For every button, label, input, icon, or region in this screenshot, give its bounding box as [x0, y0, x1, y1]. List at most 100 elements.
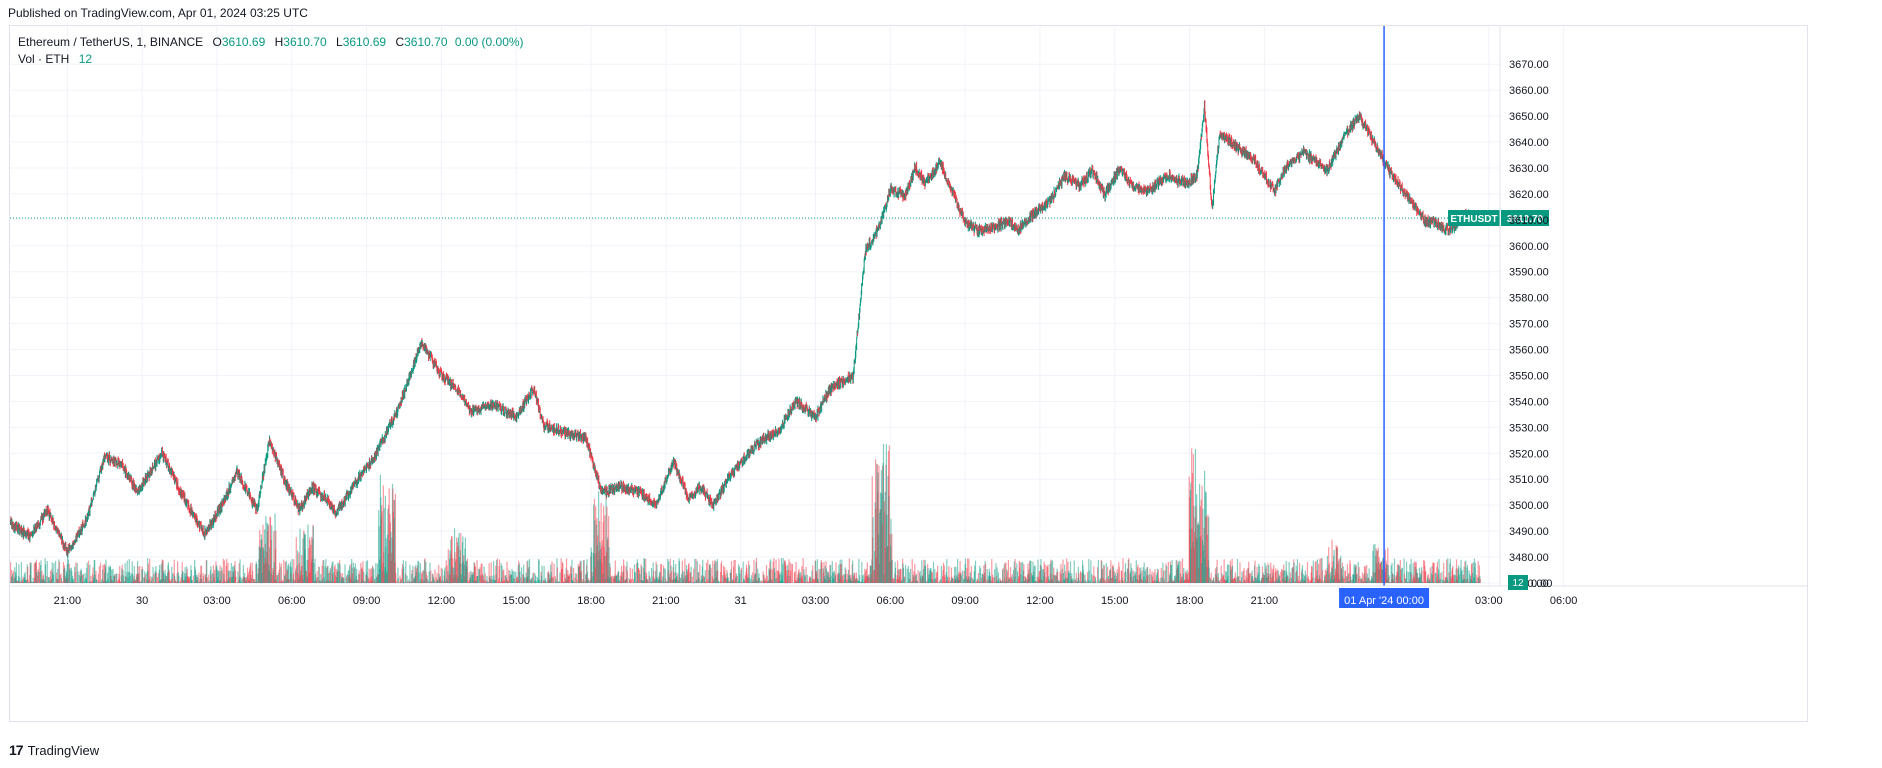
volume-bar — [409, 564, 411, 583]
volume-bar — [1155, 575, 1157, 583]
volume-bar — [358, 574, 361, 583]
volume-bar — [1356, 573, 1358, 583]
volume-bar — [151, 578, 153, 583]
volume-bar — [491, 575, 493, 583]
volume-bar — [1148, 574, 1150, 583]
volume-bar — [230, 563, 232, 583]
volume-bar — [914, 575, 916, 583]
volume-bar — [238, 563, 240, 583]
volume-bar — [206, 560, 208, 583]
volume-bar — [630, 578, 633, 583]
volume-bar — [1041, 569, 1044, 583]
volume-bar — [634, 572, 636, 583]
volume-bar — [406, 575, 408, 583]
volume-bar — [1011, 574, 1013, 583]
volume-bar — [125, 576, 127, 583]
volume-bar — [535, 575, 537, 583]
volume-bar — [660, 563, 663, 583]
volume-bar — [801, 566, 803, 583]
volume-bar — [947, 576, 949, 583]
volume-bar — [396, 580, 398, 583]
volume-bar — [1060, 563, 1062, 583]
volume-bar — [673, 560, 675, 583]
volume-bar — [737, 564, 740, 583]
volume-bar — [1137, 564, 1139, 583]
volume-bar — [1472, 562, 1474, 583]
price-chart[interactable]: ETHUSDT 3610.703470.003480.003490.003500.… — [10, 26, 1807, 721]
volume-bar — [750, 578, 752, 583]
volume-bar — [144, 571, 146, 583]
chart-pane[interactable]: ETHUSDT 3610.70 3470.00 3480.00 3490.00 3500.… — [9, 25, 1808, 722]
volume-bar — [196, 577, 199, 583]
volume-bar — [678, 561, 681, 583]
volume-bar — [184, 567, 186, 583]
candle-series[interactable] — [10, 100, 1481, 559]
volume-bar — [1441, 571, 1443, 583]
volume-bar — [224, 581, 227, 583]
volume-bar — [1459, 567, 1461, 583]
volume-bar — [493, 575, 495, 583]
volume-bar — [1096, 567, 1099, 583]
volume-bar — [95, 570, 97, 583]
volume-bar — [1240, 580, 1242, 583]
volume-bar — [685, 575, 687, 583]
volume-bar — [312, 525, 314, 583]
volume-bar — [688, 562, 690, 583]
volume-bar — [1036, 576, 1038, 583]
volume-bar — [1348, 573, 1350, 583]
volume-bar — [722, 565, 725, 583]
volume-bar — [182, 579, 185, 583]
volume-bar — [376, 563, 379, 583]
volume-bar — [99, 562, 102, 583]
volume-bar — [816, 559, 818, 583]
volume-bar — [1452, 574, 1454, 583]
volume-bar — [1185, 573, 1187, 583]
volume-bar — [1126, 581, 1128, 583]
volume-bar — [1243, 568, 1245, 583]
volume-bar — [1465, 560, 1467, 583]
volume-bar — [1132, 576, 1134, 583]
volume-bar — [757, 568, 759, 583]
volume-bar — [904, 564, 907, 583]
volume-bar — [760, 580, 762, 583]
volume-bar — [1250, 572, 1252, 583]
volume-bar — [1296, 570, 1298, 583]
volume-bar — [76, 563, 78, 583]
volume-bar — [827, 572, 830, 583]
volume-bar — [765, 564, 768, 583]
volume-bar — [317, 577, 319, 583]
volume-bar — [594, 520, 596, 583]
volume-bar — [1374, 543, 1376, 583]
volume-bar — [1338, 558, 1340, 583]
volume-bar — [421, 571, 423, 583]
volume-bar — [813, 578, 815, 583]
volume-bar — [1316, 559, 1319, 583]
volume-bar — [616, 574, 618, 583]
volume-bar — [761, 580, 763, 583]
volume-bar — [974, 560, 977, 583]
volume-bar — [1361, 572, 1364, 583]
volume-bar — [71, 571, 73, 583]
volume-bar — [948, 566, 950, 583]
volume-bar — [1449, 558, 1451, 583]
volume-bar — [911, 559, 913, 583]
volume-bar — [1213, 577, 1215, 583]
volume-bar — [1304, 570, 1306, 583]
volume-bar — [982, 573, 984, 583]
volume-bar — [656, 564, 658, 583]
volume-bar — [605, 494, 607, 583]
volume-bar — [171, 566, 173, 583]
volume-bar — [1005, 562, 1007, 583]
volume-bar — [1364, 566, 1366, 583]
volume-bar — [870, 565, 872, 583]
volume-bar — [323, 560, 325, 583]
volume-bar — [354, 563, 357, 583]
volume-bar — [1308, 578, 1310, 583]
volume-bar — [1421, 570, 1423, 583]
volume-bar — [1293, 562, 1295, 583]
volume-bar — [363, 580, 366, 583]
volume-bar — [898, 569, 900, 583]
volume-bar — [803, 569, 805, 583]
volume-bar — [159, 564, 161, 583]
volume-bar — [644, 571, 646, 583]
